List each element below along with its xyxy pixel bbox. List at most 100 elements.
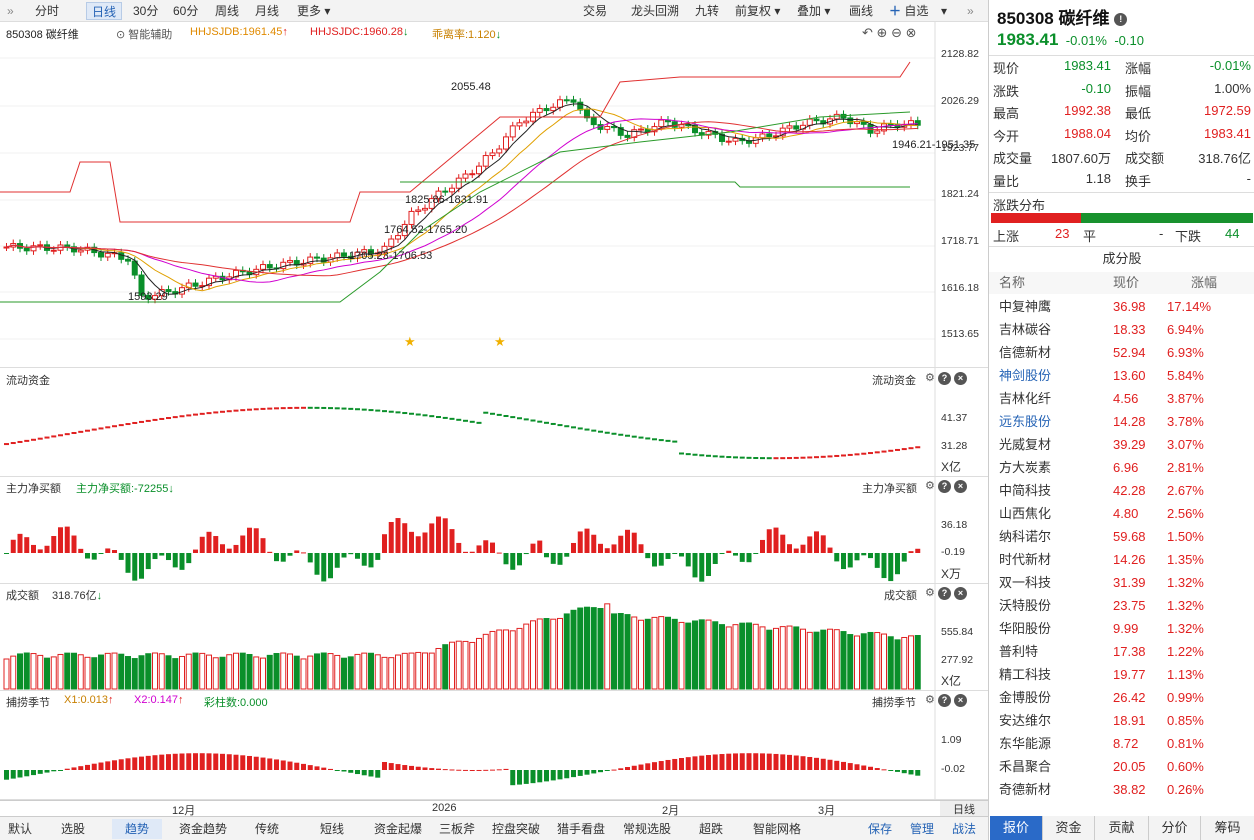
info-icon[interactable]: ! xyxy=(1114,13,1128,26)
component-row[interactable]: 东华能源 8.72 0.81% xyxy=(989,732,1254,755)
component-row[interactable]: 金博股份 26.42 0.99% xyxy=(989,686,1254,709)
component-row[interactable]: 远东股份 14.28 3.78% xyxy=(989,410,1254,433)
component-row[interactable]: 神剑股份 13.60 5.84% xyxy=(989,364,1254,387)
turnover-bar xyxy=(125,656,131,690)
turnover-bar xyxy=(172,658,179,690)
kline-chart[interactable] xyxy=(0,22,988,800)
season-bar xyxy=(598,770,603,773)
netbuy-bar xyxy=(814,531,819,553)
tab-monthly[interactable]: 月线 xyxy=(255,4,280,18)
netbuy-bar xyxy=(517,553,522,566)
pane-icons[interactable]: ⚙ ? × xyxy=(925,693,967,707)
candle-body xyxy=(577,101,584,111)
candle-body xyxy=(77,249,84,253)
expand-icon[interactable]: » xyxy=(967,4,974,18)
tab-weekly[interactable]: 周线 xyxy=(215,4,240,18)
pane-icons[interactable]: ⚙ ? × xyxy=(925,586,967,600)
tab-regular-pick[interactable]: 常规选股 xyxy=(622,822,671,836)
tab-price-volume[interactable]: 分价 xyxy=(1148,816,1200,840)
flow-mark xyxy=(442,416,448,419)
component-row[interactable]: 方大炭素 6.96 2.81% xyxy=(989,456,1254,479)
netbuy-bar xyxy=(483,540,489,553)
component-row[interactable]: 华阳股份 9.99 1.32% xyxy=(989,617,1254,640)
flow-mark xyxy=(233,409,239,412)
tab-three-axes[interactable]: 三板斧 xyxy=(438,822,475,836)
tab-quote[interactable]: 报价 xyxy=(990,816,1042,840)
flow-mark xyxy=(625,434,630,437)
season-bar xyxy=(841,761,846,770)
field-label: 成交量 xyxy=(993,151,1033,166)
pane-divider xyxy=(0,690,988,691)
save-button[interactable]: 保存 xyxy=(867,822,892,836)
collapse-icon[interactable]: » xyxy=(7,4,14,18)
tab-oversold[interactable]: 超跌 xyxy=(698,822,723,836)
tab-smart-grid[interactable]: 智能网格 xyxy=(752,822,801,836)
tab-default[interactable]: 默认 xyxy=(7,822,32,836)
component-row[interactable]: 时代新材 14.26 1.35% xyxy=(989,548,1254,571)
adjust-dropdown[interactable]: 前复权 ▾ xyxy=(735,4,781,18)
tab-chips[interactable]: 筹码 xyxy=(1200,816,1254,840)
flow-mark xyxy=(550,422,556,425)
tab-short[interactable]: 短线 xyxy=(319,822,344,836)
leader-review-button[interactable]: 龙头回溯 xyxy=(631,4,680,18)
netbuy-bar xyxy=(699,553,705,582)
season-bar xyxy=(429,768,435,770)
tab-stock-pick[interactable]: 选股 xyxy=(60,822,85,836)
tab-control-break[interactable]: 控盘突破 xyxy=(491,822,540,836)
tab-contribution[interactable]: 贡献 xyxy=(1094,816,1148,840)
component-row[interactable]: 光威复材 39.29 3.07% xyxy=(989,433,1254,456)
y-tick: 1.09 xyxy=(941,734,962,746)
tab-fund[interactable]: 资金 xyxy=(1042,816,1094,840)
component-row[interactable]: 纳科诺尔 59.68 1.50% xyxy=(989,525,1254,548)
tab-minute[interactable]: 分时 xyxy=(35,4,60,18)
tab-fund-trend[interactable]: 资金趋势 xyxy=(178,822,227,836)
watchlist-dropdown-icon[interactable]: ▾ xyxy=(941,4,948,18)
main-pane-icons[interactable]: ↶ ⊕ ⊖ ⊗ xyxy=(862,25,917,41)
tab-60min[interactable]: 60分 xyxy=(173,4,199,18)
turnover-bar xyxy=(651,616,658,690)
x-axis-period[interactable]: 日线 xyxy=(940,801,988,817)
candle-body xyxy=(550,106,557,112)
tab-trend[interactable]: 趋势 xyxy=(112,819,162,839)
flow-mark xyxy=(112,425,117,428)
flow-mark xyxy=(476,421,482,424)
component-row[interactable]: 信德新材 52.94 6.93% xyxy=(989,341,1254,364)
component-row[interactable]: 中复神鹰 36.98 17.14% xyxy=(989,295,1254,318)
component-row[interactable]: 禾昌聚合 20.05 0.60% xyxy=(989,755,1254,778)
trade-button[interactable]: 交易 xyxy=(583,4,608,18)
component-row[interactable]: 精工科技 19.77 1.13% xyxy=(989,663,1254,686)
smart-assist-toggle[interactable]: ⊙ 智能辅助 xyxy=(116,29,173,41)
netbuy-bar xyxy=(895,553,900,575)
turnover-bar xyxy=(293,655,300,690)
component-row[interactable]: 奇德新材 38.82 0.26% xyxy=(989,778,1254,801)
tab-30min[interactable]: 30分 xyxy=(133,4,159,18)
flow-mark xyxy=(355,408,360,411)
tab-hunter[interactable]: 猎手看盘 xyxy=(556,822,605,836)
nine-turn-button[interactable]: 九转 xyxy=(695,4,720,18)
component-row[interactable]: 安达维尔 18.91 0.85% xyxy=(989,709,1254,732)
add-icon: ⊕ xyxy=(876,25,888,40)
component-row[interactable]: 吉林碳谷 18.33 6.94% xyxy=(989,318,1254,341)
component-row[interactable]: 山西焦化 4.80 2.56% xyxy=(989,502,1254,525)
more-dropdown[interactable]: 更多 ▾ xyxy=(297,4,331,18)
strategy-button[interactable]: 战法 xyxy=(951,822,976,836)
turnover-bar xyxy=(469,641,476,690)
season-bar xyxy=(692,756,698,770)
add-watchlist-button[interactable]: ＋ 自选 xyxy=(889,4,929,18)
chart-area: 850308 碳纤维 ⊙ 智能辅助 HHJSJDB:1961.45↑ HHJSJ… xyxy=(0,22,988,800)
tab-daily[interactable]: 日线 xyxy=(86,2,123,20)
pane-icons[interactable]: ⚙ ? × xyxy=(925,479,967,493)
overlay-dropdown[interactable]: 叠加 ▾ xyxy=(797,4,831,18)
component-row[interactable]: 中简科技 42.28 2.67% xyxy=(989,479,1254,502)
component-row[interactable]: 普利特 17.38 1.22% xyxy=(989,640,1254,663)
component-row[interactable]: 吉林化纤 4.56 3.87% xyxy=(989,387,1254,410)
component-row[interactable]: 沃特股份 23.75 1.32% xyxy=(989,594,1254,617)
flow-mark xyxy=(166,417,171,420)
tab-fund-burst[interactable]: 资金起爆 xyxy=(373,822,422,836)
manage-button[interactable]: 管理 xyxy=(909,822,934,836)
season-bar xyxy=(51,770,57,772)
component-row[interactable]: 双一科技 31.39 1.32% xyxy=(989,571,1254,594)
draw-button[interactable]: 画线 xyxy=(849,4,874,18)
pane-icons[interactable]: ⚙ ? × xyxy=(925,371,967,385)
tab-traditional[interactable]: 传统 xyxy=(254,822,279,836)
